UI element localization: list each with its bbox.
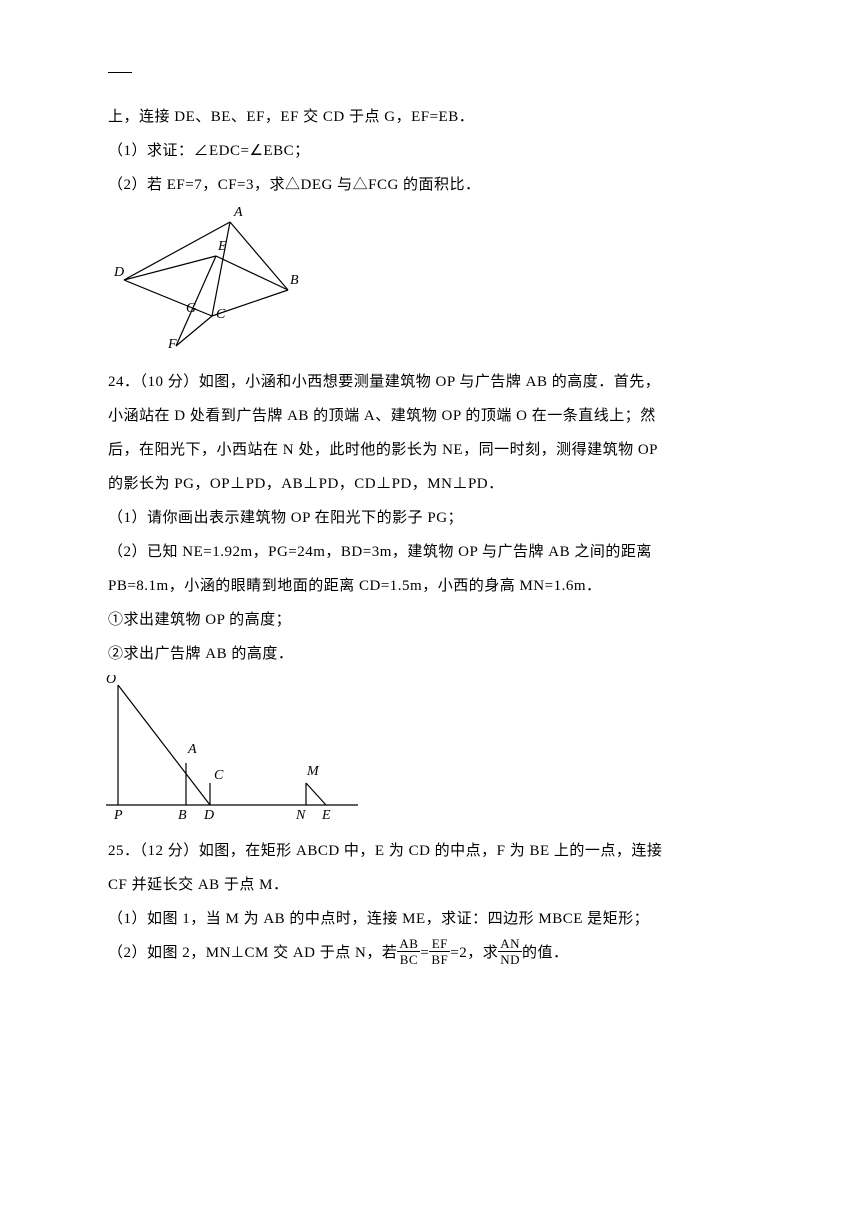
q24-line6: （2）已知 NE=1.92m，PG=24m，BD=3m，建筑物 OP 与广告牌 … xyxy=(108,535,752,569)
svg-text:C: C xyxy=(214,768,224,783)
figure-q23-svg: A E D B G C F xyxy=(112,206,302,356)
frac-an-nd: ANND xyxy=(498,937,522,966)
q24-line2: 小涵站在 D 处看到广告牌 AB 的顶端 A、建筑物 OP 的顶端 O 在一条直… xyxy=(108,399,752,433)
svg-text:E: E xyxy=(321,808,331,823)
svg-text:M: M xyxy=(306,764,320,779)
svg-text:G: G xyxy=(186,301,196,316)
q25-line2: CF 并延长交 AB 于点 M． xyxy=(108,868,752,902)
svg-text:D: D xyxy=(113,265,124,280)
svg-text:F: F xyxy=(167,337,177,352)
q25-line4-a: （2）如图 2，MN⊥CM 交 AD 于点 N，若 xyxy=(108,945,397,961)
figure-q24: O A C M P B D NE xyxy=(106,675,752,830)
svg-text:P: P xyxy=(113,808,123,823)
q23-part2: （2）若 EF=7，CF=3，求△DEG 与△FCG 的面积比． xyxy=(108,168,752,202)
q24-line4: 的影长为 PG，OP⊥PD，AB⊥PD，CD⊥PD，MN⊥PD． xyxy=(108,467,752,501)
figure-q23: A E D B G C F xyxy=(112,206,752,361)
q25-line4-c: 的值． xyxy=(522,945,569,961)
top-rule xyxy=(108,72,132,73)
q24-line1: 24．（10 分）如图，小涵和小西想要测量建筑物 OP 与广告牌 AB 的高度．… xyxy=(108,365,752,399)
q25-line1: 25．（12 分）如图，在矩形 ABCD 中，E 为 CD 的中点，F 为 BE… xyxy=(108,834,752,868)
q24-line8: ①求出建筑物 OP 的高度； xyxy=(108,603,752,637)
q24-line3: 后，在阳光下，小西站在 N 处，此时他的影长为 NE，同一时刻，测得建筑物 OP xyxy=(108,433,752,467)
svg-text:E: E xyxy=(217,239,227,254)
svg-text:O: O xyxy=(106,675,116,687)
figure-q24-svg: O A C M P B D NE xyxy=(106,675,366,825)
svg-text:A: A xyxy=(187,742,197,757)
q25-line4-b: =2，求 xyxy=(450,945,498,961)
frac-ef-bf: EFBF xyxy=(429,937,450,966)
svg-text:N: N xyxy=(295,808,306,823)
q25-line4: （2）如图 2，MN⊥CM 交 AD 于点 N，若ABBC=EFBF=2，求AN… xyxy=(108,936,752,970)
q23-part1: （1）求证：∠EDC=∠EBC； xyxy=(108,134,752,168)
q23-cont-line1: 上，连接 DE、BE、EF，EF 交 CD 于点 G，EF=EB． xyxy=(108,100,752,134)
q24-line5: （1）请你画出表示建筑物 OP 在阳光下的影子 PG； xyxy=(108,501,752,535)
svg-text:B: B xyxy=(178,808,187,823)
frac-ab-bc: ABBC xyxy=(397,937,420,966)
svg-text:D: D xyxy=(203,808,214,823)
q24-line7: PB=8.1m，小涵的眼睛到地面的距离 CD=1.5m，小西的身高 MN=1.6… xyxy=(108,569,752,603)
svg-text:C: C xyxy=(216,307,226,322)
svg-text:A: A xyxy=(233,206,243,220)
q25-line3: （1）如图 1，当 M 为 AB 的中点时，连接 ME，求证：四边形 MBCE … xyxy=(108,902,752,936)
svg-text:B: B xyxy=(290,273,299,288)
q24-line9: ②求出广告牌 AB 的高度． xyxy=(108,637,752,671)
